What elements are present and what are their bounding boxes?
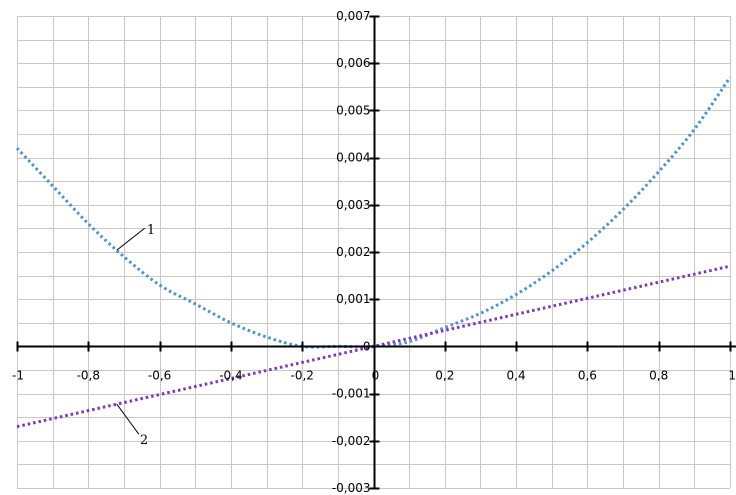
annotation-leader-2 xyxy=(116,403,140,435)
chart-tick-labels: -1 -0,8 -0,6 -0,4 -0,2 0 0,2 0,4 0,6 0,8 1 -0,003 -0… xyxy=(12,9,736,495)
annotation-leader-1 xyxy=(116,227,146,251)
chart-axes xyxy=(16,15,736,490)
x-tick-label: -0,6 xyxy=(148,369,171,383)
x-tick-label: -1 xyxy=(12,369,24,383)
x-tick-label: -0,4 xyxy=(219,369,242,383)
x-tick-label: 0,6 xyxy=(578,369,597,383)
x-tick-label: -0,2 xyxy=(290,369,313,383)
y-tick-label: 0,005 xyxy=(336,103,370,117)
y-tick-label: 0,004 xyxy=(336,151,370,165)
y-tick-label: 0,007 xyxy=(336,9,370,23)
y-tick-label: -0,001 xyxy=(332,387,371,401)
chart-annotations: 12 xyxy=(116,223,155,448)
y-tick-label: 0,002 xyxy=(336,245,370,259)
y-tick-label: 0,006 xyxy=(336,56,370,70)
y-tick-label: 0,001 xyxy=(336,292,370,306)
annotation-label-1: 1 xyxy=(147,223,155,238)
x-tick-label: 0,8 xyxy=(649,369,668,383)
x-tick-label: 0,2 xyxy=(435,369,454,383)
x-tick-label: 0 xyxy=(372,369,380,383)
y-tick-label: -0,002 xyxy=(332,434,371,448)
y-tick-label: 0 xyxy=(363,339,371,353)
y-tick-label: 0,003 xyxy=(336,198,370,212)
y-tick-label: -0,003 xyxy=(332,481,371,495)
x-tick-label: 1 xyxy=(728,369,736,383)
annotation-label-2: 2 xyxy=(140,433,148,448)
x-tick-label: -0,8 xyxy=(77,369,100,383)
x-tick-label: 0,4 xyxy=(507,369,526,383)
